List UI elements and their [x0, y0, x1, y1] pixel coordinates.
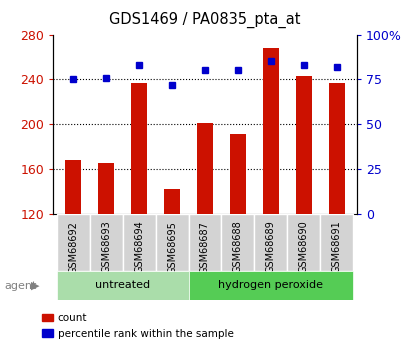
FancyBboxPatch shape — [254, 214, 287, 271]
FancyBboxPatch shape — [188, 214, 221, 271]
Text: GSM68690: GSM68690 — [298, 221, 308, 274]
FancyBboxPatch shape — [221, 214, 254, 271]
Bar — [130, 83, 147, 214]
Bar — [229, 134, 246, 214]
Text: hydrogen peroxide: hydrogen peroxide — [218, 280, 323, 290]
FancyBboxPatch shape — [320, 214, 353, 271]
Text: GSM68688: GSM68688 — [232, 221, 243, 274]
Bar — [262, 48, 279, 214]
Bar — [65, 160, 81, 214]
Text: GSM68693: GSM68693 — [101, 221, 111, 274]
Text: GSM68691: GSM68691 — [331, 221, 341, 274]
FancyBboxPatch shape — [188, 271, 353, 300]
FancyBboxPatch shape — [155, 214, 188, 271]
Legend: count, percentile rank within the sample: count, percentile rank within the sample — [38, 309, 237, 343]
FancyBboxPatch shape — [122, 214, 155, 271]
Text: agent: agent — [4, 281, 36, 290]
Bar — [295, 76, 311, 214]
Bar — [163, 189, 180, 214]
Text: GSM68687: GSM68687 — [200, 221, 209, 274]
Bar — [196, 123, 213, 214]
FancyBboxPatch shape — [287, 214, 320, 271]
FancyBboxPatch shape — [56, 271, 188, 300]
Text: GSM68694: GSM68694 — [134, 221, 144, 274]
FancyBboxPatch shape — [56, 214, 89, 271]
Bar — [98, 164, 114, 214]
FancyBboxPatch shape — [89, 214, 122, 271]
Text: GSM68692: GSM68692 — [68, 221, 78, 274]
Bar — [328, 83, 344, 214]
Text: ▶: ▶ — [31, 281, 39, 290]
Text: untreated: untreated — [95, 280, 150, 290]
Text: GDS1469 / PA0835_pta_at: GDS1469 / PA0835_pta_at — [109, 12, 300, 28]
Text: GSM68689: GSM68689 — [265, 221, 275, 274]
Text: GSM68695: GSM68695 — [166, 221, 177, 274]
